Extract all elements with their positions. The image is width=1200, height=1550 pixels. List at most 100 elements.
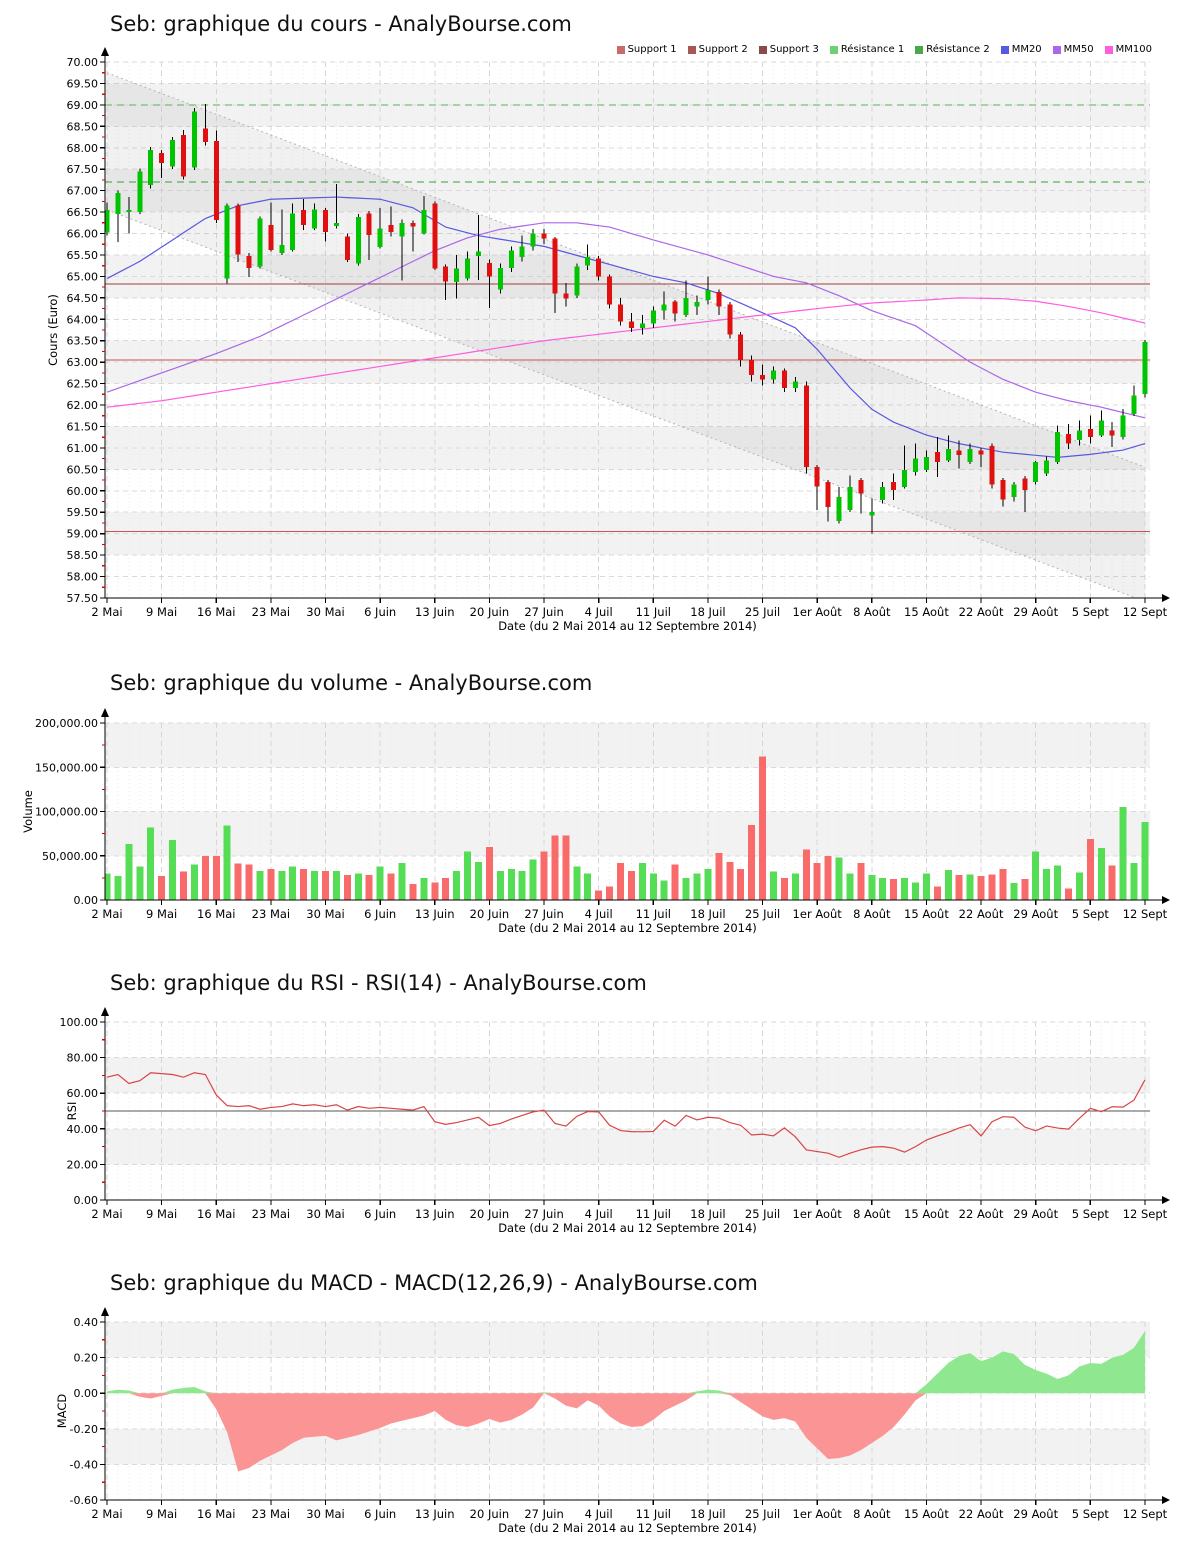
svg-text:64.00: 64.00 (67, 313, 99, 326)
svg-text:12 Sept: 12 Sept (1123, 1207, 1168, 1221)
svg-text:30 Mai: 30 Mai (306, 1507, 344, 1521)
svg-text:11 Juil: 11 Juil (636, 907, 671, 921)
svg-text:1er Août: 1er Août (793, 907, 843, 921)
macd-chart-plot: -0.60 -0.40 -0.20 0.00 0.20 0.40 2 Mai 9 Mai 16 … (55, 1307, 1170, 1535)
price-xaxis-title: Date (du 2 Mai 2014 au 12 Septembre 2014… (498, 619, 757, 633)
svg-text:25 Juil: 25 Juil (745, 605, 780, 619)
candles (105, 104, 1148, 534)
svg-text:68.50: 68.50 (67, 120, 99, 133)
legend-swatch-support-3 (758, 45, 767, 54)
macd-axes: -0.60 -0.40 -0.20 0.00 0.20 0.40 2 Mai 9 Mai 16 … (55, 1307, 1170, 1535)
rsi-chart-title: Seb: graphique du RSI - RSI(14) - AnalyB… (110, 971, 647, 995)
legend-item-support-2: Support 2 (687, 44, 748, 55)
svg-text:30 Mai: 30 Mai (306, 605, 344, 619)
svg-text:18 Juil: 18 Juil (690, 1207, 725, 1221)
svg-text:-0.60: -0.60 (70, 1494, 98, 1507)
svg-text:16 Mai: 16 Mai (197, 1207, 235, 1221)
legend-swatch-mm20 (1000, 45, 1009, 54)
svg-text:22 Août: 22 Août (959, 907, 1004, 921)
volume-chart-plot: 0.00 50,000.00 100,000.00 150,000.00 200,000… (21, 708, 1170, 935)
svg-text:4 Juil: 4 Juil (585, 1507, 613, 1521)
svg-text:67.00: 67.00 (67, 185, 99, 198)
svg-text:69.50: 69.50 (67, 77, 99, 90)
svg-text:65.50: 65.50 (67, 249, 99, 262)
macd-chart-title: Seb: graphique du MACD - MACD(12,26,9) -… (110, 1271, 758, 1295)
macd-yaxis-label: MACD (55, 1394, 69, 1429)
svg-text:2 Mai: 2 Mai (91, 907, 122, 921)
svg-text:8 Août: 8 Août (853, 907, 891, 921)
macd-xaxis-title: Date (du 2 Mai 2014 au 12 Septembre 2014… (498, 1521, 757, 1535)
svg-text:6 Juin: 6 Juin (364, 1207, 396, 1221)
volume-bars (105, 756, 1149, 900)
svg-text:61.00: 61.00 (67, 442, 99, 455)
svg-text:30 Mai: 30 Mai (306, 907, 344, 921)
legend-item-support-3: Support 3 (758, 44, 819, 55)
legend-label-support-1: Support 1 (627, 44, 677, 55)
svg-text:2 Mai: 2 Mai (91, 1507, 122, 1521)
svg-text:5 Sept: 5 Sept (1072, 1207, 1110, 1221)
svg-text:69.00: 69.00 (67, 99, 99, 112)
macd-series (107, 1330, 1145, 1472)
svg-text:150,000.00: 150,000.00 (35, 761, 98, 774)
svg-text:9 Mai: 9 Mai (146, 1507, 177, 1521)
svg-text:1er Août: 1er Août (793, 1507, 843, 1521)
svg-text:11 Juil: 11 Juil (636, 1507, 671, 1521)
svg-text:27 Juin: 27 Juin (524, 1507, 563, 1521)
mm50-line (106, 222, 1146, 419)
svg-text:0.00: 0.00 (74, 1387, 99, 1400)
macd-positive-area (107, 1330, 1145, 1394)
svg-text:63.50: 63.50 (67, 335, 99, 348)
svg-text:9 Mai: 9 Mai (146, 605, 177, 619)
legend-swatch-mm50 (1052, 45, 1061, 54)
svg-text:18 Juil: 18 Juil (690, 605, 725, 619)
legend-item-mm50: MM50 (1052, 44, 1094, 55)
svg-text:2 Mai: 2 Mai (91, 605, 122, 619)
legend-label-mm50: MM50 (1063, 44, 1094, 55)
svg-text:-0.40: -0.40 (70, 1458, 98, 1471)
svg-text:60.00: 60.00 (67, 485, 99, 498)
svg-text:30 Mai: 30 Mai (306, 1207, 344, 1221)
svg-text:70.00: 70.00 (67, 56, 99, 69)
svg-text:29 Août: 29 Août (1013, 1507, 1058, 1521)
svg-text:13 Juin: 13 Juin (415, 1207, 454, 1221)
volume-xaxis-title: Date (du 2 Mai 2014 au 12 Septembre 2014… (498, 921, 757, 935)
legend-label-mm100: MM100 (1115, 44, 1152, 55)
rsi-yaxis-label: RSI (65, 1102, 79, 1121)
legend-item-mm20: MM20 (1000, 44, 1042, 55)
svg-text:22 Août: 22 Août (959, 1207, 1004, 1221)
svg-text:50,000.00: 50,000.00 (42, 850, 98, 863)
svg-text:60.00: 60.00 (67, 1087, 99, 1100)
svg-text:8 Août: 8 Août (853, 605, 891, 619)
svg-text:0.00: 0.00 (74, 894, 99, 907)
svg-text:80.00: 80.00 (67, 1052, 99, 1065)
svg-text:12 Sept: 12 Sept (1123, 605, 1168, 619)
svg-text:65.00: 65.00 (67, 270, 99, 283)
price-yaxis-label: Cours (Euro) (46, 294, 60, 366)
svg-text:58.00: 58.00 (67, 571, 99, 584)
svg-text:64.50: 64.50 (67, 292, 99, 305)
svg-text:62.50: 62.50 (67, 378, 99, 391)
svg-text:15 Août: 15 Août (904, 1507, 949, 1521)
svg-text:25 Juil: 25 Juil (745, 1207, 780, 1221)
svg-text:13 Juin: 13 Juin (415, 907, 454, 921)
legend-label-support-2: Support 2 (698, 44, 748, 55)
volume-series (105, 756, 1149, 900)
svg-text:100,000.00: 100,000.00 (35, 806, 98, 819)
svg-text:15 Août: 15 Août (904, 907, 949, 921)
svg-text:1er Août: 1er Août (793, 605, 843, 619)
legend-label-resistance-2: Résistance 2 (926, 44, 990, 55)
svg-text:16 Mai: 16 Mai (197, 1507, 235, 1521)
svg-text:16 Mai: 16 Mai (197, 605, 235, 619)
svg-text:15 Août: 15 Août (904, 1207, 949, 1221)
volume-chart-title: Seb: graphique du volume - AnalyBourse.c… (110, 671, 593, 695)
svg-text:29 Août: 29 Août (1013, 907, 1058, 921)
svg-text:1er Août: 1er Août (793, 1207, 843, 1221)
svg-text:63.00: 63.00 (67, 356, 99, 369)
svg-text:60.50: 60.50 (67, 463, 99, 476)
rsi-series (105, 1072, 1150, 1158)
svg-text:25 Juil: 25 Juil (745, 907, 780, 921)
svg-text:4 Juil: 4 Juil (585, 605, 613, 619)
price-series (105, 72, 1150, 598)
